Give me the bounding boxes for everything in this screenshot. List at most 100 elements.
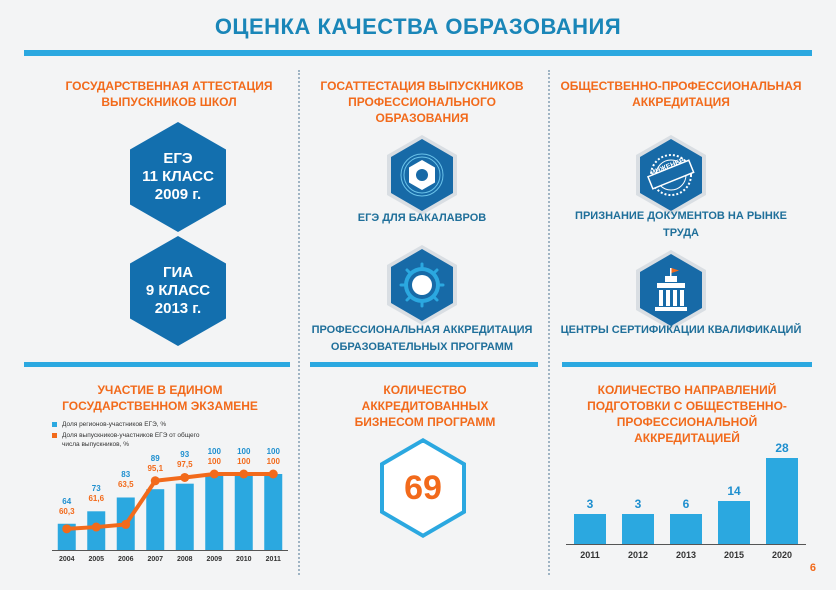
chart1-line [66, 472, 274, 531]
gear-hexagon [387, 245, 457, 325]
chart1-line-label-2011: 100 [266, 457, 280, 466]
column-divider-left [298, 70, 300, 575]
chart1-bar-label-2005: 73 [91, 484, 101, 494]
col3-heading: ОБЩЕСТВЕННО-ПРОФЕССИОНАЛЬНАЯ АККРЕДИТАЦИ… [560, 79, 802, 109]
chart2-x-label-2013: 2013 [675, 550, 697, 560]
chart1-bar-label-2010: 100 [237, 447, 251, 456]
chart1-line-label-2006: 63,5 [117, 480, 134, 490]
chart1-bar-label-2008: 93 [180, 450, 190, 460]
chart1-x-label-2006: 2006 [117, 556, 134, 563]
col3-item1-label: ПРИЗНАНИЕ ДОКУМЕНТОВ НА РЫНКЕ ТРУДА [575, 210, 787, 239]
building-icon [640, 254, 702, 326]
chart1-x-label-2007: 2007 [147, 556, 164, 563]
gear-icon [391, 249, 453, 321]
chart1-x-label-2009: 2009 [206, 556, 223, 563]
panel1-separator [24, 362, 290, 367]
chart1-point-2009 [209, 469, 219, 479]
chart1-point-2011 [268, 469, 278, 479]
chart1-legend: Доля регионов-участников ЕГЭ, % Доля вып… [52, 420, 272, 449]
panel2-separator [310, 362, 538, 367]
chart2-bar-2012 [622, 514, 654, 544]
chart1-point-2008 [180, 472, 190, 482]
panel2-heading: КОЛИЧЕСТВО АККРЕДИТОВАННЫХ БИЗНЕСОМ ПРОГ… [354, 383, 496, 429]
col2-heading: ГОСАТТЕСТАЦИЯ ВЫПУСКНИКОВ ПРОФЕССИОНАЛЬН… [320, 79, 524, 125]
chart2-bar-2013 [670, 514, 702, 544]
ege-hex-line2: 11 КЛАСС [142, 168, 214, 185]
chart2-bar-2011 [574, 514, 606, 544]
chart2-x-label-2015: 2015 [723, 550, 745, 560]
legend-item-graduates: Доля выпускников-участников ЕГЭ от общег… [52, 431, 272, 449]
building-hexagon [636, 250, 706, 330]
chart1-bar-label-2007: 89 [150, 453, 160, 463]
chart2-value-label-2012: 3 [634, 497, 642, 511]
col3-item2-label: ЦЕНТРЫ СЕРТИФИКАЦИИ КВАЛИФИКАЦИЙ [560, 324, 802, 336]
chart1-point-2006 [121, 519, 131, 529]
legend-swatch-orange [52, 433, 57, 438]
gia-hex-line3: 2013 г. [154, 300, 202, 317]
legend-label-regions: Доля регионов-участников ЕГЭ, % [62, 421, 167, 428]
chart1-line-label-2005: 61,6 [88, 494, 105, 504]
chart1-x-label-2011: 2011 [265, 556, 281, 563]
gia-hex-line2: 9 КЛАСС [145, 282, 211, 299]
gia-hex-line1: ГИА [162, 264, 194, 281]
programs-count-value: 69 [404, 468, 442, 507]
participation-chart: 64 60,3 2004 73 61,6 2005 83 63,5 2006 89 95,1 2007… [52, 447, 288, 570]
chart1-x-label-2005: 2005 [88, 556, 105, 563]
chart1-point-2004 [62, 524, 72, 534]
chart1-bar-2010 [234, 474, 253, 550]
chart1-bar-2009 [205, 474, 224, 550]
column-divider-right [548, 70, 550, 575]
programs-count-inner: 69 [384, 442, 462, 534]
directions-chart: 3 2011 3 2012 6 2013 14 2015 28 2020 [566, 436, 806, 570]
nut-icon [391, 139, 453, 211]
chart2-x-label-2012: 2012 [627, 550, 649, 560]
chart1-x-label-2004: 2004 [58, 556, 75, 563]
chart2-x-label-2011: 2011 [580, 550, 600, 560]
chart1-point-2005 [91, 522, 101, 532]
nut-hexagon [387, 135, 457, 215]
chart1-x-label-2008: 2008 [176, 556, 193, 563]
chart1-line-label-2004: 60,3 [58, 506, 75, 516]
chart1-point-2007 [150, 476, 160, 486]
chart2-value-label-2015: 14 [727, 484, 741, 498]
ege-hexagon: ЕГЭ 11 КЛАСС 2009 г. [130, 122, 226, 232]
col2-item1-label: ЕГЭ ДЛЯ БАКАЛАВРОВ [357, 212, 487, 224]
chart1-bar-label-2006: 83 [121, 470, 131, 480]
legend-item-regions: Доля регионов-участников ЕГЭ, % [52, 420, 272, 429]
stamp-hexagon: ИНЖЕНЕР [636, 135, 706, 215]
panel3-separator [562, 362, 812, 367]
page-title: ОЦЕНКА КАЧЕСТВА ОБРАЗОВАНИЯ [214, 14, 622, 39]
chart1-svg [52, 469, 288, 551]
legend-swatch-blue [52, 422, 57, 427]
chart1-bar-2011 [264, 474, 283, 550]
panel1-heading: УЧАСТИЕ В ЕДИНОМ ГОСУДАРСТВЕННОМ ЭКЗАМЕН… [62, 383, 258, 413]
chart1-bar-2008 [175, 483, 194, 550]
chart1-point-2010 [239, 469, 249, 479]
chart1-x-label-2010: 2010 [235, 556, 252, 563]
chart2-svg [566, 458, 806, 545]
chart1-bar-label-2011: 100 [266, 447, 280, 456]
col1-heading: ГОСУДАРСТВЕННАЯ АТТЕСТАЦИЯ ВЫПУСКНИКОВ Ш… [65, 79, 273, 109]
chart1-line-label-2009: 100 [207, 457, 221, 466]
ege-hex-line1: ЕГЭ [163, 150, 193, 167]
chart2-bar-2020 [766, 458, 798, 544]
title-underline [24, 50, 812, 56]
col2-item2-label: ПРОФЕССИОНАЛЬНАЯ АККРЕДИТАЦИЯ ОБРАЗОВАТЕ… [311, 324, 533, 353]
chart1-bar-label-2004: 64 [62, 496, 72, 506]
chart1-line-label-2010: 100 [237, 457, 251, 466]
chart1-bar-2007 [146, 489, 165, 550]
engineer-stamp-icon: ИНЖЕНЕР [640, 139, 702, 211]
chart1-line-label-2007: 95,1 [147, 463, 164, 473]
chart2-value-label-2020: 28 [775, 441, 789, 455]
chart1-line-label-2008: 97,5 [176, 460, 193, 470]
chart2-value-label-2013: 6 [682, 497, 690, 511]
page-number: 6 [809, 562, 816, 574]
programs-count-hexagon: 69 [380, 438, 466, 538]
chart2-x-label-2020: 2020 [771, 550, 793, 560]
chart1-bar-label-2009: 100 [207, 447, 221, 456]
chart2-bar-2015 [718, 501, 750, 544]
legend-label-graduates: Доля выпускников-участников ЕГЭ от общег… [62, 432, 200, 448]
gia-hexagon: ГИА 9 КЛАСС 2013 г. [130, 236, 226, 346]
ege-hex-line3: 2009 г. [154, 186, 202, 203]
panel3-heading: КОЛИЧЕСТВО НАПРАВЛЕНИЙ ПОДГОТОВКИ С ОБЩЕ… [587, 383, 787, 445]
